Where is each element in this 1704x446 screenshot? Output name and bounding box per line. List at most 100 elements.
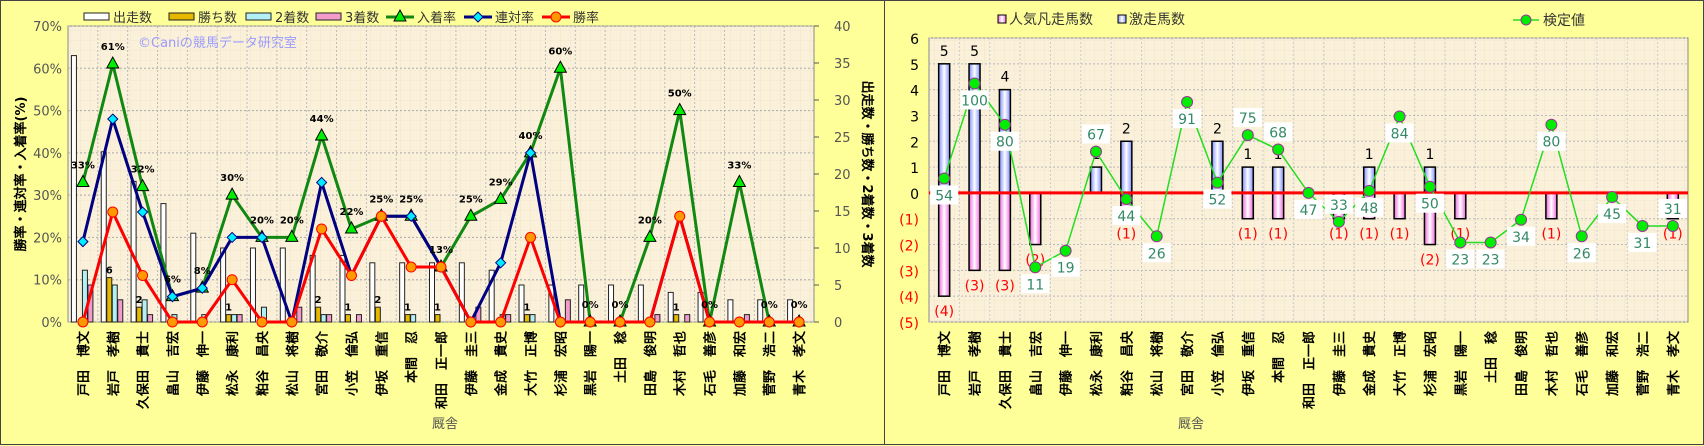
placing-rate-label: 44% bbox=[310, 114, 334, 125]
y-tick-label: 4 bbox=[910, 84, 919, 100]
category-label: 金成 貴史 bbox=[1362, 330, 1378, 397]
placing-rate-label: 32% bbox=[131, 165, 155, 176]
placing-rate-label: 33% bbox=[727, 160, 751, 171]
marker-circle bbox=[674, 210, 686, 222]
marker-triangle bbox=[493, 191, 508, 204]
test-value-label: 80 bbox=[1542, 135, 1560, 151]
category-label: 松山 将樹 bbox=[285, 331, 301, 396]
y-tick-label-left: 30% bbox=[33, 189, 62, 204]
bar-wins bbox=[434, 314, 441, 323]
legend-marker bbox=[393, 8, 407, 22]
data-label-bg bbox=[990, 131, 1019, 151]
marker-circle bbox=[1454, 236, 1467, 249]
category-label: 石毛 善彦 bbox=[703, 331, 719, 397]
category-label: 大竹 正博 bbox=[524, 331, 540, 396]
category-label: 石毛 善彦 bbox=[1575, 331, 1591, 397]
data-label-bg bbox=[1415, 193, 1444, 213]
bar-starts bbox=[369, 262, 376, 323]
bar-unpopular-loss bbox=[1029, 192, 1042, 246]
placing-rate-label: 60% bbox=[548, 46, 572, 57]
bar-unpopular-loss bbox=[1454, 192, 1467, 220]
bar-seconds bbox=[320, 314, 327, 323]
test-value-label: 19 bbox=[1057, 261, 1075, 277]
bar-seconds bbox=[141, 299, 148, 323]
bar-starts bbox=[249, 247, 256, 323]
marker-circle bbox=[77, 316, 89, 328]
legend-marker bbox=[550, 11, 562, 23]
watermark: ©Caniの競馬データ研究室 bbox=[138, 35, 297, 51]
legend-label: 3着数 bbox=[345, 10, 379, 26]
marker-triangle bbox=[732, 174, 747, 187]
bar-value-label: (1) bbox=[1450, 227, 1470, 243]
category-label: 久保田 貴士 bbox=[998, 331, 1014, 409]
legend-swatch bbox=[168, 12, 195, 21]
marker-diamond bbox=[196, 282, 208, 294]
test-value-label: 26 bbox=[1573, 246, 1591, 262]
placing-rate-label: 8% bbox=[194, 266, 211, 277]
data-label-bg bbox=[1476, 249, 1505, 269]
bar-starts bbox=[429, 262, 435, 323]
win-count-label: 1 bbox=[673, 303, 680, 314]
category-label: 小笠 倫弘 bbox=[1210, 331, 1226, 396]
placing-rate-label: 0% bbox=[791, 300, 808, 311]
bar-value-label: (3) bbox=[995, 278, 1015, 294]
y-tick-label-left: 40% bbox=[33, 147, 62, 162]
test-value-label: 33 bbox=[1330, 198, 1348, 214]
placing-rate-label: 40% bbox=[519, 131, 543, 142]
test-value-label: 44 bbox=[1117, 209, 1135, 225]
bar-wins bbox=[344, 314, 351, 323]
test-value-label: 91 bbox=[1178, 112, 1196, 128]
marker-circle bbox=[465, 316, 477, 328]
marker-circle bbox=[584, 316, 596, 328]
marker-circle bbox=[1363, 184, 1376, 197]
legend-label: 勝率 bbox=[573, 10, 599, 26]
test-value-label: 52 bbox=[1209, 193, 1227, 209]
category-label: 畠山 吉宏 bbox=[1028, 331, 1044, 396]
test-value-label: 68 bbox=[1269, 126, 1287, 142]
legend-label: 検定値 bbox=[1543, 13, 1585, 29]
legend-swatch bbox=[1117, 14, 1127, 24]
marker-circle bbox=[1089, 145, 1102, 158]
marker-circle bbox=[107, 206, 119, 218]
placing-rate-label: 0% bbox=[612, 300, 629, 311]
marker-circle bbox=[286, 316, 298, 328]
y-tick-label-right: 40 bbox=[834, 20, 851, 35]
bar-starts bbox=[667, 291, 674, 323]
y-tick-label: 6 bbox=[910, 32, 919, 48]
legend-label: 入着率 bbox=[417, 10, 456, 26]
data-label-bg bbox=[930, 185, 959, 205]
marker-triangle bbox=[463, 208, 478, 221]
bar-thirds bbox=[355, 314, 362, 323]
marker-circle bbox=[704, 316, 716, 328]
marker-circle bbox=[1211, 176, 1224, 189]
bar-wins bbox=[106, 277, 113, 323]
legend-label: 人気凡走馬数 bbox=[1009, 12, 1093, 28]
bar-value-label: (4) bbox=[934, 304, 954, 320]
category-label: 木村 哲也 bbox=[673, 331, 689, 397]
legend-marker bbox=[1520, 14, 1532, 26]
bar-seconds bbox=[529, 314, 536, 323]
placing-rate-label: 6% bbox=[164, 275, 181, 286]
bar-thirds bbox=[564, 299, 571, 323]
marker-triangle bbox=[225, 187, 239, 200]
bar-value-label: (1) bbox=[1541, 227, 1561, 243]
marker-circle bbox=[1484, 236, 1497, 249]
marker-diamond bbox=[136, 206, 149, 218]
bar-starts bbox=[220, 247, 227, 323]
y-tick-label-left: 0% bbox=[41, 316, 62, 331]
y-tick-label: 1 bbox=[910, 161, 919, 177]
placing-rate-label: 0% bbox=[761, 300, 778, 311]
x-axis-title: 厩舎 bbox=[432, 417, 458, 432]
data-label-bg bbox=[1142, 243, 1171, 263]
test-value-label: 47 bbox=[1300, 203, 1318, 219]
bar-unpopular-loss bbox=[1393, 192, 1406, 220]
marker-diamond bbox=[494, 257, 507, 269]
marker-circle bbox=[763, 316, 775, 328]
bar-wins bbox=[404, 314, 411, 323]
marker-circle bbox=[1666, 219, 1679, 232]
test-value-label: 67 bbox=[1087, 128, 1105, 144]
bar-unpopular-loss bbox=[1241, 192, 1255, 220]
data-label-bg bbox=[1385, 123, 1414, 143]
bar-thirds bbox=[505, 314, 512, 323]
